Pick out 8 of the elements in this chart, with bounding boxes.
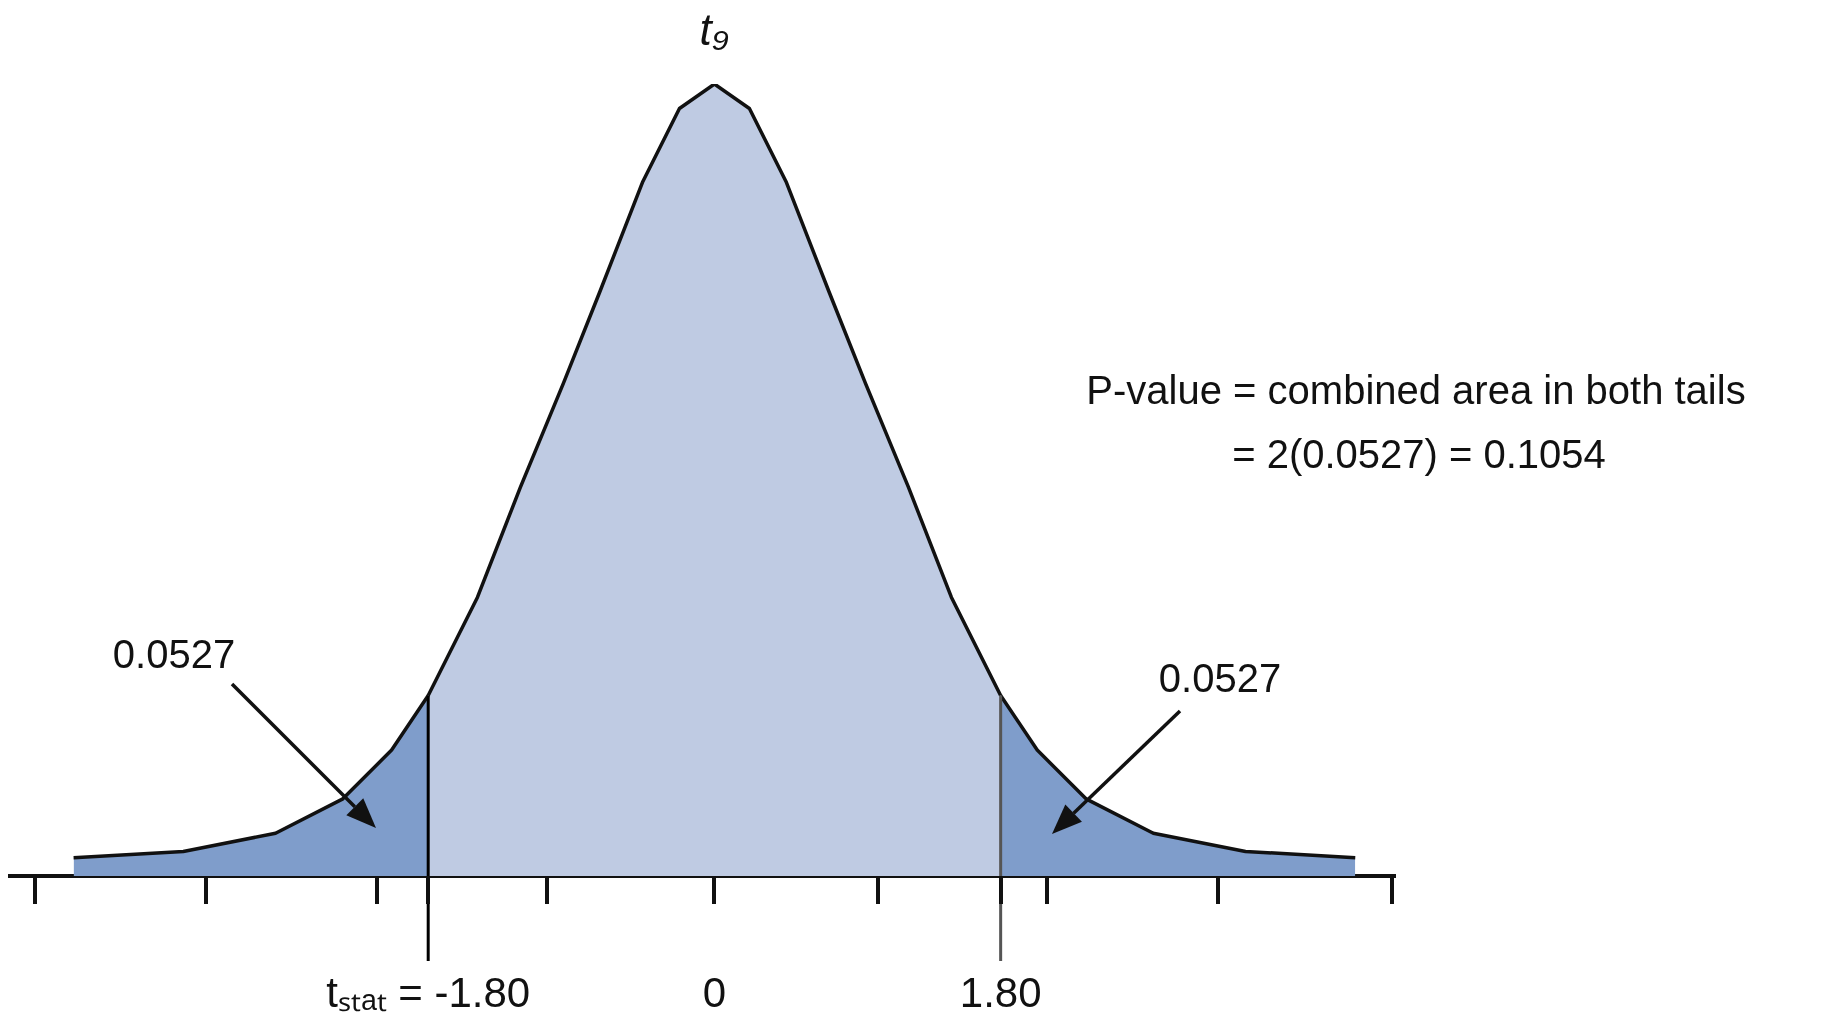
chart-title: t₉ xyxy=(699,5,730,54)
x-tick-label: 0 xyxy=(702,968,727,1016)
annotation: 0.0527 xyxy=(112,632,236,676)
annotation: 0.0527 xyxy=(1158,656,1282,700)
x-tick-label: tₛₜₐₜ = -1.80 xyxy=(326,968,531,1016)
x-tick-label: 1.80 xyxy=(959,968,1042,1016)
annotation: = 2(0.0527) = 0.1054 xyxy=(1232,432,1606,476)
annotation: P-value = combined area in both tails xyxy=(1086,368,1746,412)
